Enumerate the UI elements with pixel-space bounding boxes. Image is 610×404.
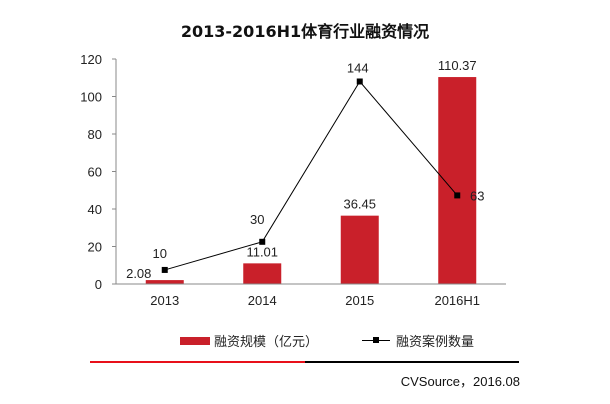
y-tick-label: 60 bbox=[88, 165, 102, 180]
legend-bar: 融资规模（亿元） bbox=[180, 331, 318, 350]
bar-label: 2.08 bbox=[126, 266, 151, 281]
legend-bar-swatch bbox=[180, 336, 210, 345]
bar-label: 110.37 bbox=[438, 58, 477, 73]
bar bbox=[340, 215, 379, 284]
divider-black bbox=[305, 361, 519, 363]
y-tick-label: 80 bbox=[88, 127, 102, 142]
bar-label: 11.01 bbox=[246, 244, 278, 259]
x-tick-label: 2015 bbox=[345, 293, 374, 308]
line-label: 63 bbox=[470, 188, 484, 203]
line-series bbox=[164, 80, 458, 271]
line-label: 10 bbox=[153, 246, 167, 261]
bar bbox=[145, 280, 184, 284]
y-tick-label: 0 bbox=[95, 277, 102, 292]
y-tick-label: 20 bbox=[88, 240, 102, 255]
bar bbox=[243, 263, 282, 284]
line-label: 30 bbox=[250, 212, 264, 227]
y-tick-label: 120 bbox=[80, 52, 102, 67]
line-marker bbox=[356, 78, 363, 85]
x-tick-label: 2016H1 bbox=[434, 293, 480, 308]
bar-label: 36.45 bbox=[343, 197, 376, 212]
legend-bar-label: 融资规模（亿元） bbox=[214, 335, 319, 350]
legend-line-label: 融资案例数量 bbox=[396, 335, 475, 350]
line-marker bbox=[161, 266, 168, 273]
x-tick-label: 2014 bbox=[248, 293, 277, 308]
chart-title: 2013-2016H1体育行业融资情况 bbox=[180, 22, 430, 41]
legend-line-swatch bbox=[362, 337, 390, 343]
source-note: CVSource，2016.08 bbox=[400, 374, 520, 389]
y-tick-label: 100 bbox=[80, 90, 102, 105]
line-marker bbox=[259, 238, 266, 245]
y-tick-label: 40 bbox=[88, 202, 102, 217]
legend-line: 融资案例数量 bbox=[362, 331, 474, 350]
x-tick-label: 2013 bbox=[150, 293, 179, 308]
line-label: 144 bbox=[347, 61, 369, 76]
line-marker bbox=[454, 192, 461, 199]
divider-red bbox=[90, 361, 305, 363]
